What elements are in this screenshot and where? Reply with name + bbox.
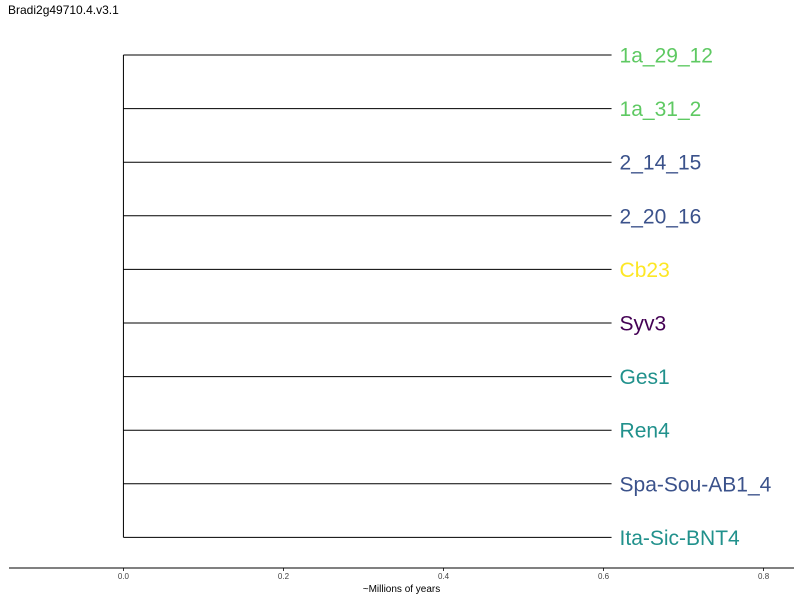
x-tick-label: 0.6 [598, 572, 610, 581]
x-tick-label: 0.2 [278, 572, 290, 581]
x-axis: 0.0 0.2 0.4 0.6 0.8 ~Millions of years [9, 567, 794, 595]
tip-label: Ges1 [620, 366, 670, 389]
tip-label: Spa-Sou-AB1_4 [620, 473, 772, 496]
tip-label-group: 1a_29_12 1a_31_2 2_14_15 2_20_16 Cb23 Syv3 Ges… [620, 45, 772, 550]
x-tick-label: 0.4 [438, 572, 450, 581]
tip-label: Ita-Sic-BNT4 [620, 527, 741, 550]
x-tick-label: 0.0 [118, 572, 130, 581]
x-axis-title: ~Millions of years [363, 584, 441, 595]
tip-label: Cb23 [620, 259, 670, 282]
branch-group [122, 54, 612, 538]
x-axis-ticks: 0.0 0.2 0.4 0.6 0.8 [118, 568, 770, 581]
tip-label: 2_20_16 [620, 205, 702, 228]
tip-label: Syv3 [620, 313, 667, 336]
tip-label: 1a_29_12 [620, 45, 713, 68]
tip-label: 2_14_15 [620, 152, 702, 175]
x-tick-label: 0.8 [758, 572, 770, 581]
tip-label: 1a_31_2 [620, 98, 702, 121]
tip-label: Ren4 [620, 420, 671, 443]
page-title: Bradi2g49710.4.v3.1 [8, 3, 119, 17]
